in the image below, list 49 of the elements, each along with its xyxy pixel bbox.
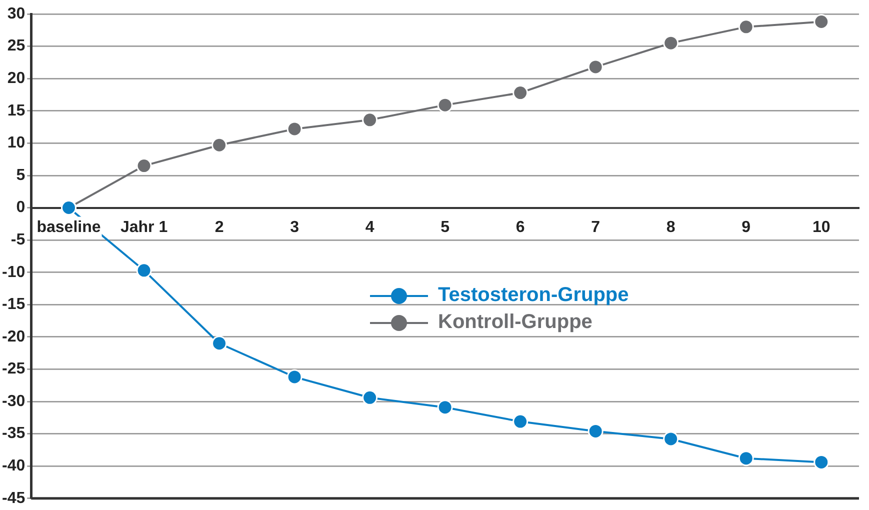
y-tick-label: -35 <box>2 425 26 442</box>
point <box>588 423 604 439</box>
x-tick-label: 4 <box>365 218 374 236</box>
point <box>437 400 453 416</box>
x-tick-label: 6 <box>516 218 525 236</box>
point <box>437 97 453 113</box>
point <box>588 59 604 75</box>
x-tick-label: baseline <box>36 218 101 236</box>
x-tick-label: 2 <box>214 218 224 236</box>
point <box>512 85 528 101</box>
point <box>362 390 378 406</box>
x-tick-label: 10 <box>812 218 830 236</box>
y-tick-label: -25 <box>2 360 26 378</box>
point <box>286 369 302 385</box>
legend-label: Testosteron-Gruppe <box>438 284 629 307</box>
x-tick-label: 5 <box>440 218 450 236</box>
x-tick-label: 3 <box>290 218 300 236</box>
y-tick-label: 10 <box>7 134 26 152</box>
x-tick-label: 7 <box>591 218 600 236</box>
point <box>663 35 679 51</box>
y-tick-label: -15 <box>2 296 26 314</box>
y-tick-label: 30 <box>7 5 26 22</box>
y-tick-label: -30 <box>2 392 26 410</box>
y-tick-label: 0 <box>16 199 26 216</box>
point <box>814 14 830 30</box>
point <box>212 137 228 153</box>
y-tick-label: 25 <box>7 38 26 55</box>
point <box>286 121 302 137</box>
x-tick-label: 8 <box>666 218 676 236</box>
y-tick-label: 20 <box>7 70 26 87</box>
point <box>212 336 228 352</box>
y-tick-label: -45 <box>2 490 26 507</box>
y-tick-label: 15 <box>7 102 26 120</box>
point <box>738 19 754 35</box>
point <box>512 414 528 430</box>
y-tick-label: -10 <box>2 264 26 281</box>
point <box>136 158 152 174</box>
y-tick-label: -20 <box>2 328 26 346</box>
point <box>738 450 754 466</box>
point <box>362 112 378 128</box>
y-tick-label: -5 <box>10 231 26 248</box>
point <box>663 431 679 447</box>
y-tick-label: 5 <box>16 166 26 184</box>
x-tick-label: Jahr 1 <box>120 218 168 236</box>
x-tick-label: 9 <box>742 218 751 236</box>
point <box>814 454 830 470</box>
y-tick-label: -40 <box>2 458 26 475</box>
legend-label: Kontroll-Gruppe <box>438 311 592 334</box>
point <box>136 262 152 278</box>
